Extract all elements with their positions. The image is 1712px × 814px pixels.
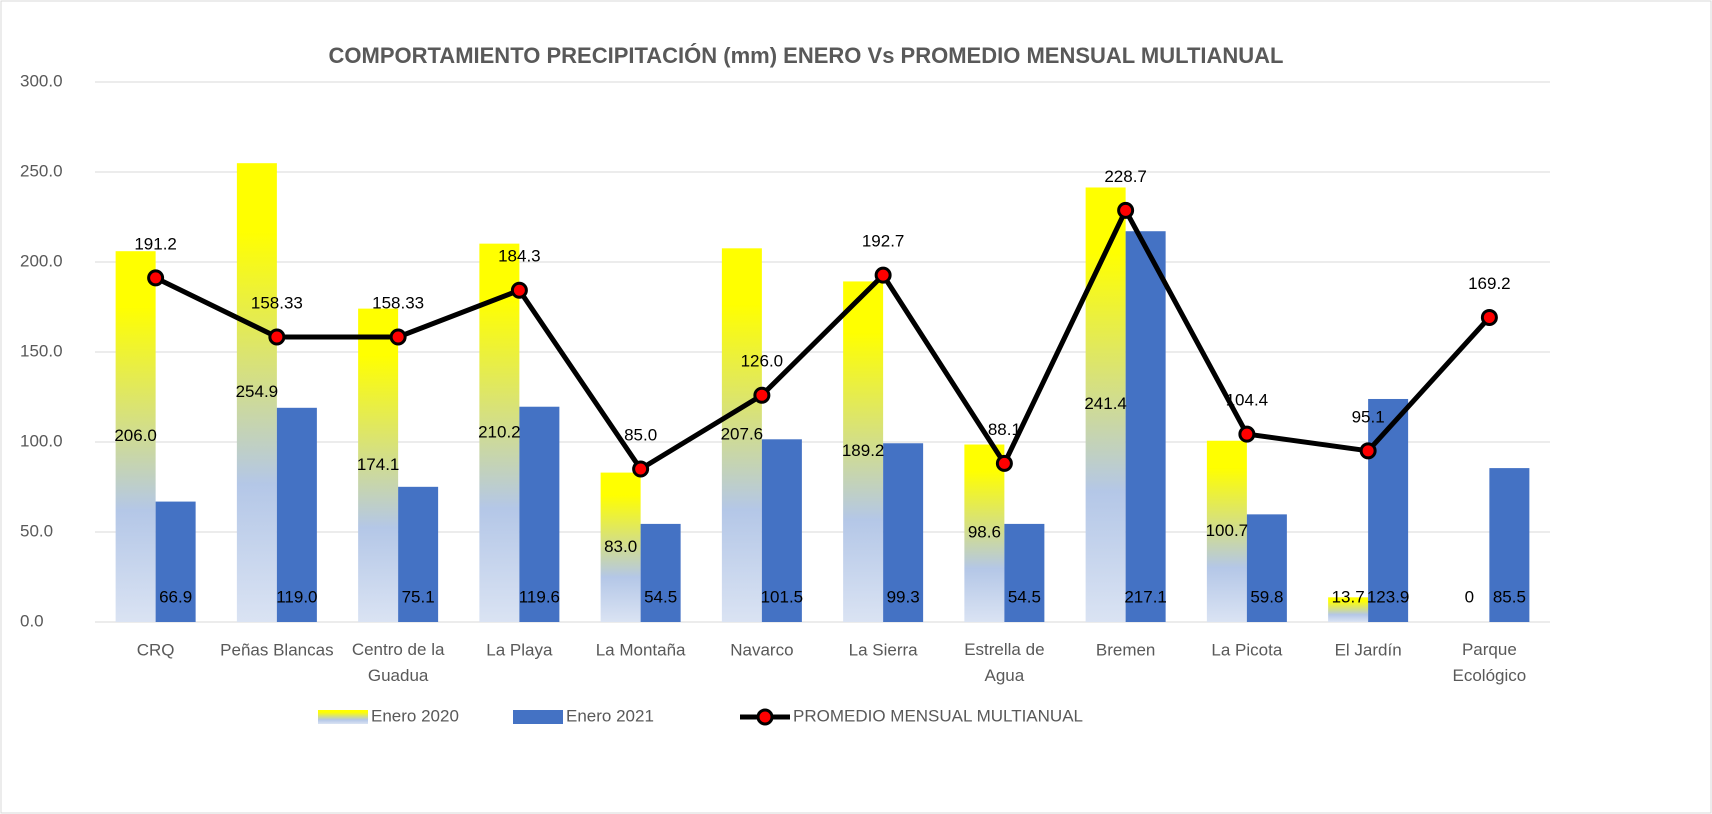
x-tick-label: La Montaña	[596, 640, 686, 659]
line-marker	[753, 386, 771, 404]
data-label: 100.7	[1206, 521, 1249, 540]
legend-swatch	[513, 710, 563, 724]
data-label: 66.9	[159, 587, 192, 606]
legend-label: Enero 2020	[371, 706, 459, 725]
data-label: 59.8	[1250, 587, 1283, 606]
data-label: 254.9	[236, 382, 279, 401]
data-label: 189.2	[842, 441, 885, 460]
line-marker	[1117, 201, 1135, 219]
bar	[236, 163, 277, 622]
bar	[1206, 440, 1247, 622]
line-marker	[1480, 308, 1498, 326]
x-tick-label: El Jardín	[1335, 640, 1402, 659]
data-label: 99.3	[887, 587, 920, 606]
data-label: 158.33	[372, 293, 424, 312]
line	[154, 207, 1492, 472]
data-label: 88.1	[988, 420, 1021, 439]
data-label: 0	[1465, 587, 1474, 606]
y-tick-label: 50.0	[20, 521, 53, 540]
line-marker	[510, 281, 528, 299]
line-marker	[389, 328, 407, 346]
data-label: 158.33	[251, 293, 303, 312]
bar	[115, 251, 156, 622]
data-label: 98.6	[968, 523, 1001, 542]
y-tick-label: 300.0	[20, 71, 63, 90]
line-marker	[1359, 442, 1377, 460]
data-label: 85.0	[624, 425, 657, 444]
line-marker	[147, 269, 165, 287]
y-tick-label: 250.0	[20, 161, 63, 180]
y-tick-label: 100.0	[20, 431, 63, 450]
legend-swatch	[318, 710, 368, 724]
chart-title: COMPORTAMIENTO PRECIPITACIÓN (mm) ENERO …	[329, 43, 1284, 68]
line-marker	[874, 266, 892, 284]
bar	[883, 443, 924, 622]
bar	[519, 406, 560, 622]
data-label: 119.0	[276, 587, 317, 606]
data-label: 217.1	[1124, 587, 1167, 606]
x-tick-label: Navarco	[730, 640, 793, 659]
bar	[843, 281, 884, 622]
data-label: 174.1	[357, 455, 400, 474]
data-label: 119.6	[519, 587, 560, 606]
data-label: 228.7	[1104, 167, 1147, 186]
y-tick-label: 0.0	[20, 611, 44, 630]
data-label: 101.5	[761, 587, 804, 606]
y-tick-label: 200.0	[20, 251, 63, 270]
data-label: 207.6	[721, 425, 764, 444]
bar	[600, 472, 641, 622]
bar	[640, 523, 681, 622]
line-marker	[995, 454, 1013, 472]
x-tick-label: Centro de la Guadua	[352, 640, 445, 685]
bar	[1328, 597, 1369, 622]
data-label: 104.4	[1226, 391, 1269, 410]
x-tick-label: CRQ	[137, 640, 175, 659]
data-label: 184.3	[498, 247, 541, 266]
data-label: 126.0	[741, 352, 784, 371]
bar	[276, 407, 317, 622]
x-tick-label: Estrella de Agua	[964, 640, 1044, 685]
legend-label: PROMEDIO MENSUAL MULTIANUAL	[793, 706, 1083, 725]
data-label: 169.2	[1468, 274, 1511, 293]
bar	[1004, 523, 1045, 622]
bar	[761, 439, 802, 622]
data-label: 192.7	[862, 232, 905, 251]
y-tick-label: 150.0	[20, 341, 63, 360]
bar	[1125, 231, 1166, 622]
legend-label: Enero 2021	[566, 706, 654, 725]
line-marker	[632, 460, 650, 478]
bar	[964, 444, 1005, 622]
line-marker	[268, 328, 286, 346]
bar	[1368, 398, 1409, 622]
x-tick-label: La Picota	[1211, 640, 1282, 659]
bar	[479, 243, 520, 622]
data-label: 54.5	[1008, 587, 1041, 606]
x-tick-label: Bremen	[1096, 640, 1156, 659]
data-label: 85.5	[1493, 587, 1526, 606]
x-tick-label: Peñas Blancas	[220, 640, 333, 659]
bar	[398, 486, 439, 622]
data-label: 241.4	[1084, 394, 1127, 413]
data-label: 191.2	[134, 234, 177, 253]
bar	[1489, 468, 1530, 622]
x-tick-label: La Playa	[486, 640, 553, 659]
bar	[358, 308, 399, 622]
data-label: 54.5	[644, 587, 677, 606]
data-label: 75.1	[402, 587, 435, 606]
legend-marker	[756, 708, 774, 726]
bar	[1246, 514, 1287, 622]
bar	[1085, 187, 1126, 623]
x-tick-label: La Sierra	[849, 640, 919, 659]
data-label: 13.7	[1332, 587, 1365, 606]
data-label: 206.0	[114, 426, 157, 445]
bar	[721, 248, 762, 622]
data-label: 95.1	[1352, 407, 1385, 426]
data-label: 123.9	[1367, 587, 1410, 606]
line-marker	[1238, 425, 1256, 443]
x-tick-label: Parque Ecológico	[1453, 640, 1527, 685]
data-label: 210.2	[478, 422, 521, 441]
bar	[155, 501, 196, 622]
data-label: 83.0	[604, 537, 637, 556]
